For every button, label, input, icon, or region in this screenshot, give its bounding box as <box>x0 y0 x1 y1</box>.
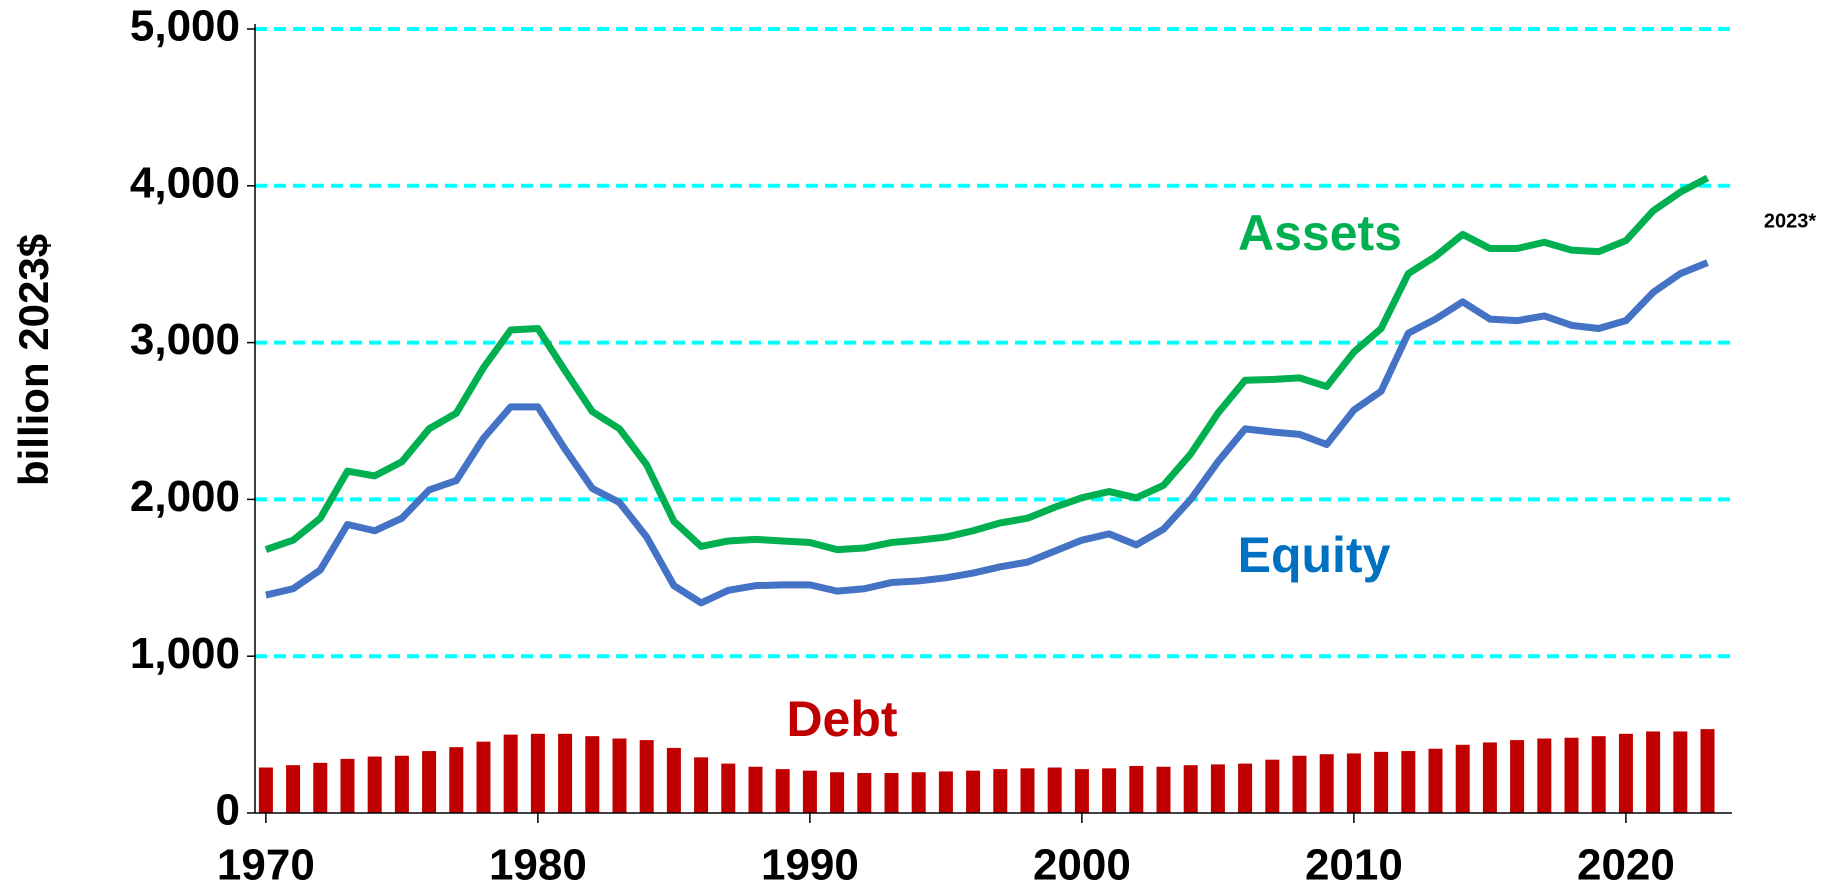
line <box>265 259 1709 607</box>
bar <box>530 733 545 813</box>
bar <box>503 734 518 813</box>
bar <box>911 772 926 813</box>
bar <box>694 757 709 813</box>
series-label: Equity <box>1238 527 1391 583</box>
bar <box>1618 733 1633 813</box>
bar <box>938 771 953 813</box>
bar <box>639 740 654 813</box>
bar <box>1238 763 1253 813</box>
bar <box>258 767 273 813</box>
bar <box>612 738 627 813</box>
bar <box>1074 769 1089 813</box>
bar <box>966 770 981 813</box>
bar <box>775 769 790 813</box>
y-tick-label: 0 <box>216 786 240 835</box>
bar <box>830 772 845 813</box>
bar <box>340 758 355 813</box>
bar <box>476 741 491 813</box>
x-tick-label: 2020 <box>1577 841 1675 890</box>
bar <box>1700 729 1715 813</box>
x-tick-label: 1970 <box>217 841 315 890</box>
bar <box>313 762 328 813</box>
bar <box>1537 738 1552 813</box>
bar <box>449 747 464 813</box>
bar <box>286 765 301 813</box>
bar <box>1673 731 1688 813</box>
bar <box>394 755 409 813</box>
bar <box>1183 765 1198 813</box>
bar <box>367 756 382 813</box>
x-tick-label: 2010 <box>1305 841 1403 890</box>
y-axis-label: billion 2023$ <box>10 234 57 486</box>
y-tick-label: 3,000 <box>130 315 240 364</box>
bar <box>1564 737 1579 813</box>
bar <box>1265 759 1280 813</box>
bar <box>1510 740 1525 813</box>
x-tick-label: 2000 <box>1033 841 1131 890</box>
bar <box>857 773 872 813</box>
bar <box>666 747 681 813</box>
bar <box>1129 765 1144 813</box>
bar <box>721 763 736 813</box>
bar <box>1646 731 1661 813</box>
bar <box>1102 768 1117 813</box>
y-tick-label: 2,000 <box>130 472 240 521</box>
x-tick-label: 1980 <box>489 841 587 890</box>
bar <box>1401 751 1416 813</box>
bar <box>585 736 600 813</box>
bar <box>993 769 1008 813</box>
bar <box>1374 751 1389 813</box>
bar <box>748 766 763 813</box>
series-label: Debt <box>786 691 897 747</box>
bar <box>1591 736 1606 813</box>
x-tick-label: 1990 <box>761 841 859 890</box>
bar <box>1292 755 1307 813</box>
y-tick-label: 1,000 <box>130 629 240 678</box>
bar <box>1455 744 1470 813</box>
bar <box>1210 764 1225 813</box>
y-tick-label: 4,000 <box>130 158 240 207</box>
bar <box>884 773 899 813</box>
bar <box>1482 742 1497 813</box>
annotation: 2023* <box>1764 210 1816 232</box>
bar <box>1156 766 1171 813</box>
bar <box>1319 754 1334 813</box>
bar <box>1047 767 1062 813</box>
bar <box>558 733 573 813</box>
bar <box>1020 768 1035 813</box>
bar <box>802 770 817 813</box>
bar <box>1346 753 1361 813</box>
series-label: Assets <box>1238 205 1402 261</box>
bar <box>422 751 437 813</box>
y-tick-label: 5,000 <box>130 2 240 51</box>
line <box>264 174 1710 554</box>
bar <box>1428 748 1443 813</box>
